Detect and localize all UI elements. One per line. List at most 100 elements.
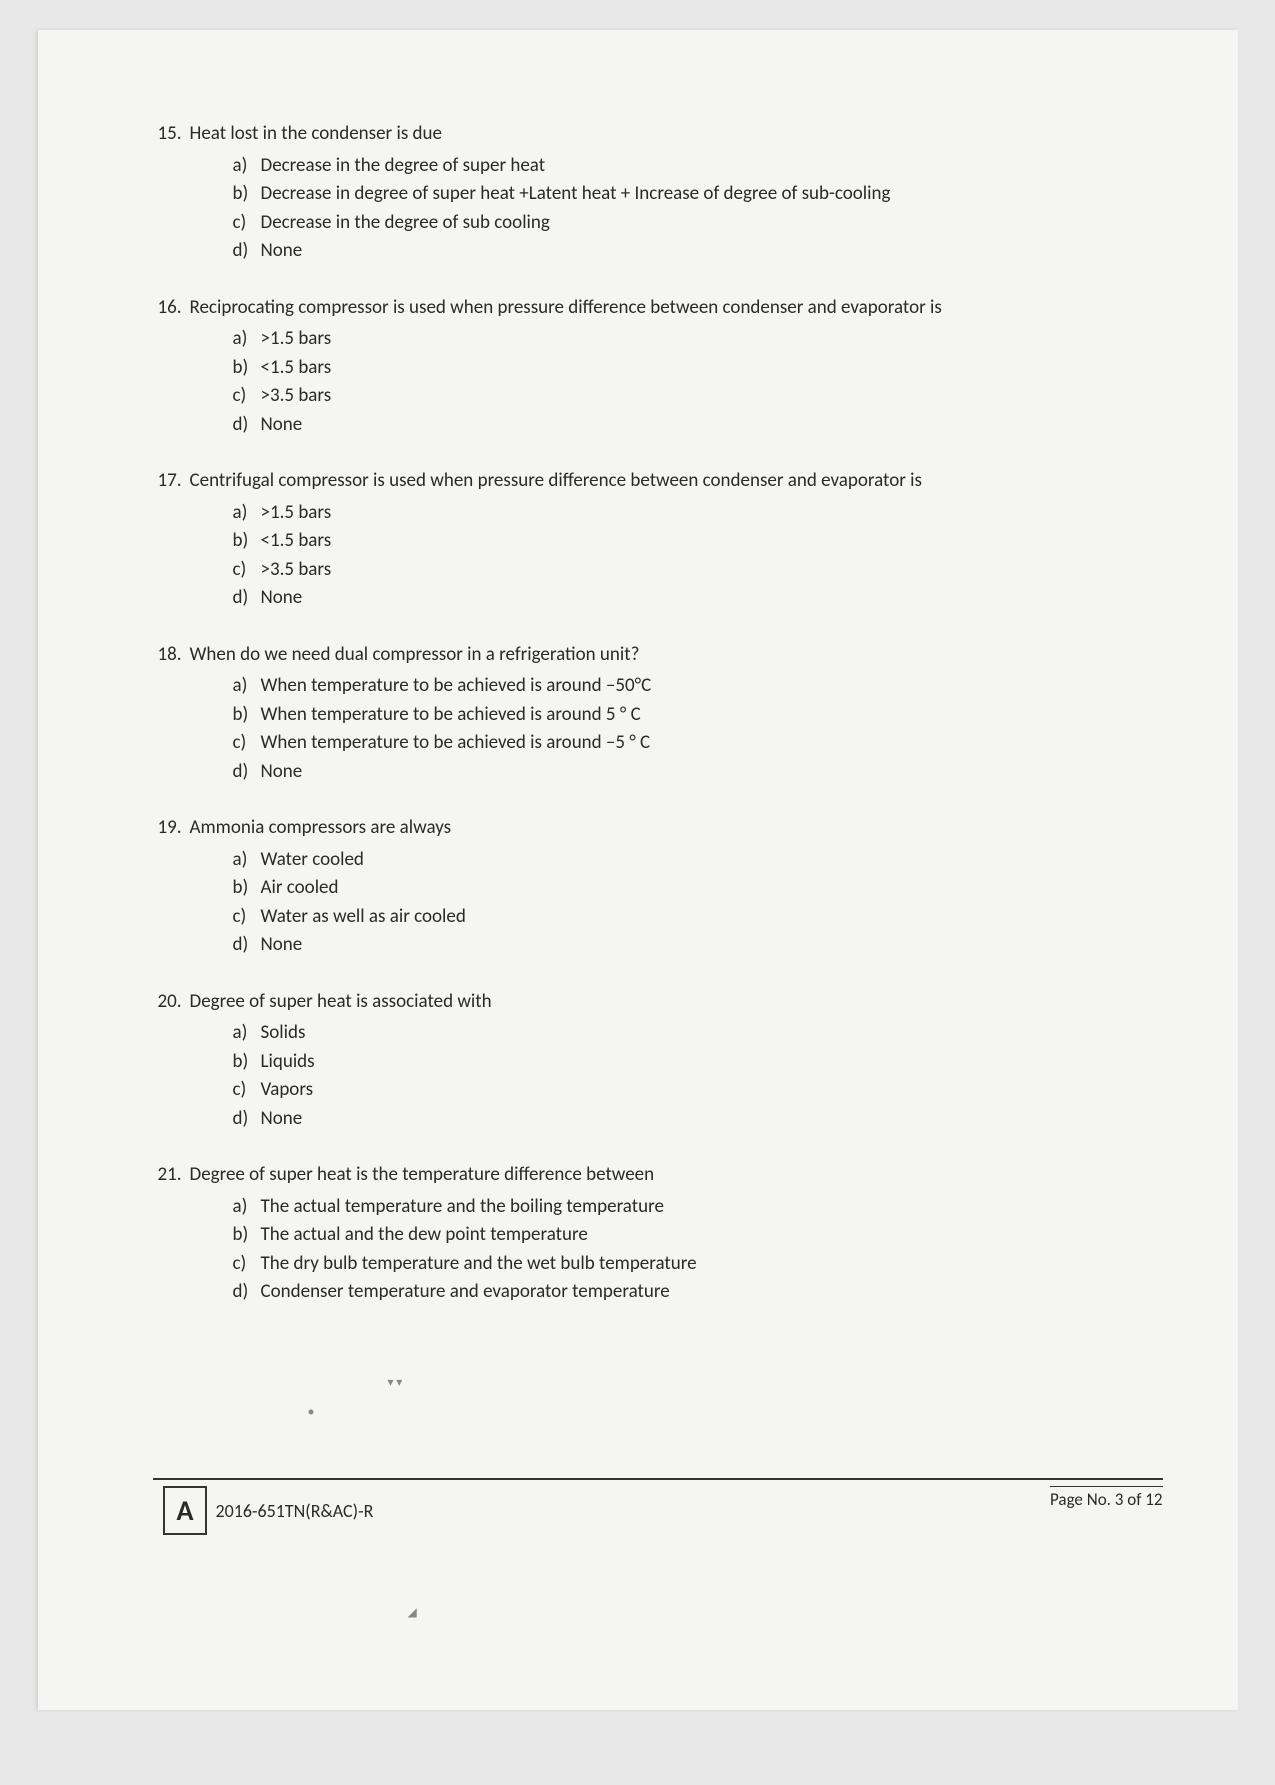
option: c)Decrease in the degree of sub cooling	[233, 209, 1178, 238]
option-letter: a)	[233, 1193, 261, 1222]
scan-artifact: ◢	[408, 1605, 417, 1620]
question-text: Reciprocating compressor is used when pr…	[190, 294, 942, 323]
option-text: Decrease in degree of super heat +Latent…	[261, 180, 891, 209]
option-letter: b)	[233, 180, 261, 209]
option: d)None	[233, 931, 1178, 960]
option-text: >1.5 bars	[261, 499, 332, 528]
question-text-row: 17.Centrifugal compressor is used when p…	[158, 467, 1178, 496]
option-text: Condenser temperature and evaporator tem…	[261, 1278, 670, 1307]
option: b)Decrease in degree of super heat +Late…	[233, 180, 1178, 209]
option-text: >3.5 bars	[261, 382, 332, 411]
option-letter: d)	[233, 1278, 261, 1307]
question-number: 21.	[158, 1161, 190, 1190]
question-text: Degree of super heat is the temperature …	[190, 1161, 655, 1190]
option: c)Vapors	[233, 1076, 1178, 1105]
option: c)>3.5 bars	[233, 556, 1178, 585]
question-number: 17.	[158, 467, 190, 496]
option-text: None	[261, 237, 303, 266]
option: b)Liquids	[233, 1048, 1178, 1077]
question: 16.Reciprocating compressor is used when…	[158, 294, 1178, 440]
question-text: Degree of super heat is associated with	[190, 988, 492, 1017]
option-text: The actual temperature and the boiling t…	[261, 1193, 664, 1222]
question-text: Heat lost in the condenser is due	[190, 120, 442, 149]
option-text: <1.5 bars	[261, 354, 332, 383]
option: d)None	[233, 584, 1178, 613]
question: 20.Degree of super heat is associated wi…	[158, 988, 1178, 1134]
question-text: When do we need dual compressor in a ref…	[190, 641, 640, 670]
option-letter: c)	[233, 1250, 261, 1279]
option-text: None	[261, 411, 303, 440]
option-text: The actual and the dew point temperature	[261, 1221, 588, 1250]
option: c)>3.5 bars	[233, 382, 1178, 411]
option-letter: a)	[233, 672, 261, 701]
option-text: >3.5 bars	[261, 556, 332, 585]
option-letter: c)	[233, 382, 261, 411]
scan-artifact: ▾ ▾	[388, 1375, 403, 1390]
question-text-row: 20.Degree of super heat is associated wi…	[158, 988, 1178, 1017]
option: d)Condenser temperature and evaporator t…	[233, 1278, 1178, 1307]
exam-page: 15.Heat lost in the condenser is duea)De…	[38, 30, 1238, 1710]
question: 19.Ammonia compressors are always a)Water…	[158, 814, 1178, 960]
option: a)The actual temperature and the boiling…	[233, 1193, 1178, 1222]
question-number: 19.	[158, 814, 190, 843]
option: a)>1.5 bars	[233, 325, 1178, 354]
options-list: a)When temperature to be achieved is aro…	[233, 672, 1178, 786]
question-text-row: 18.When do we need dual compressor in a …	[158, 641, 1178, 670]
option: b)<1.5 bars	[233, 354, 1178, 383]
option-text: Decrease in the degree of sub cooling	[261, 209, 550, 238]
exam-series-box: A	[163, 1486, 208, 1535]
question-text-row: 19.Ammonia compressors are always	[158, 814, 1178, 843]
options-list: a)The actual temperature and the boiling…	[233, 1193, 1178, 1307]
option: c)When temperature to be achieved is aro…	[233, 729, 1178, 758]
option: d)None	[233, 237, 1178, 266]
option-text: Solids	[261, 1019, 306, 1048]
option-text: <1.5 bars	[261, 527, 332, 556]
option: a)Water cooled	[233, 846, 1178, 875]
question-text-row: 15.Heat lost in the condenser is due	[158, 120, 1178, 149]
option: a)When temperature to be achieved is aro…	[233, 672, 1178, 701]
option-text: None	[261, 1105, 303, 1134]
option-text: Decrease in the degree of super heat	[261, 152, 546, 181]
option-text: When temperature to be achieved is aroun…	[261, 672, 652, 701]
option-letter: d)	[233, 237, 261, 266]
questions-container: 15.Heat lost in the condenser is duea)De…	[158, 120, 1178, 1307]
question: 15.Heat lost in the condenser is due a)De…	[158, 120, 1178, 266]
option-letter: d)	[233, 411, 261, 440]
option-letter: c)	[233, 556, 261, 585]
option-letter: d)	[233, 584, 261, 613]
option-letter: b)	[233, 1221, 261, 1250]
question-number: 15.	[158, 120, 190, 149]
option-letter: b)	[233, 354, 261, 383]
option-letter: a)	[233, 499, 261, 528]
option-letter: b)	[233, 874, 261, 903]
option-letter: d)	[233, 1105, 261, 1134]
option-letter: c)	[233, 729, 261, 758]
question-number: 16.	[158, 294, 190, 323]
option: b)<1.5 bars	[233, 527, 1178, 556]
page-footer: A 2016-651TN(R&AC)-R Page No. 3 of 12	[163, 1486, 1163, 1535]
option-letter: a)	[233, 325, 261, 354]
options-list: a)>1.5 barsb)<1.5 barsc)>3.5 barsd)None	[233, 499, 1178, 613]
options-list: a)>1.5 barsb)<1.5 barsc)>3.5 barsd)None	[233, 325, 1178, 439]
question-number: 20.	[158, 988, 190, 1017]
option: c)The dry bulb temperature and the wet b…	[233, 1250, 1178, 1279]
option-letter: c)	[233, 1076, 261, 1105]
option: b)The actual and the dew point temperatu…	[233, 1221, 1178, 1250]
option-letter: b)	[233, 1048, 261, 1077]
option: a)>1.5 bars	[233, 499, 1178, 528]
option: d)None	[233, 411, 1178, 440]
option-text: Water as well as air cooled	[261, 903, 466, 932]
scan-artifact: •	[308, 1403, 315, 1420]
question: 18.When do we need dual compressor in a …	[158, 641, 1178, 787]
option-letter: b)	[233, 701, 261, 730]
exam-code: 2016-651TN(R&AC)-R	[215, 1500, 373, 1522]
option: b)When temperature to be achieved is aro…	[233, 701, 1178, 730]
option-letter: a)	[233, 846, 261, 875]
options-list: a)Decrease in the degree of super heatb)…	[233, 152, 1178, 266]
option-text: When temperature to be achieved is aroun…	[261, 701, 641, 730]
question: 17.Centrifugal compressor is used when p…	[158, 467, 1178, 613]
option-text: None	[261, 931, 303, 960]
question-text: Centrifugal compressor is used when pres…	[190, 467, 922, 496]
options-list: a)Water cooledb)Air cooledc)Water as wel…	[233, 846, 1178, 960]
question-text: Ammonia compressors are always	[190, 814, 452, 843]
